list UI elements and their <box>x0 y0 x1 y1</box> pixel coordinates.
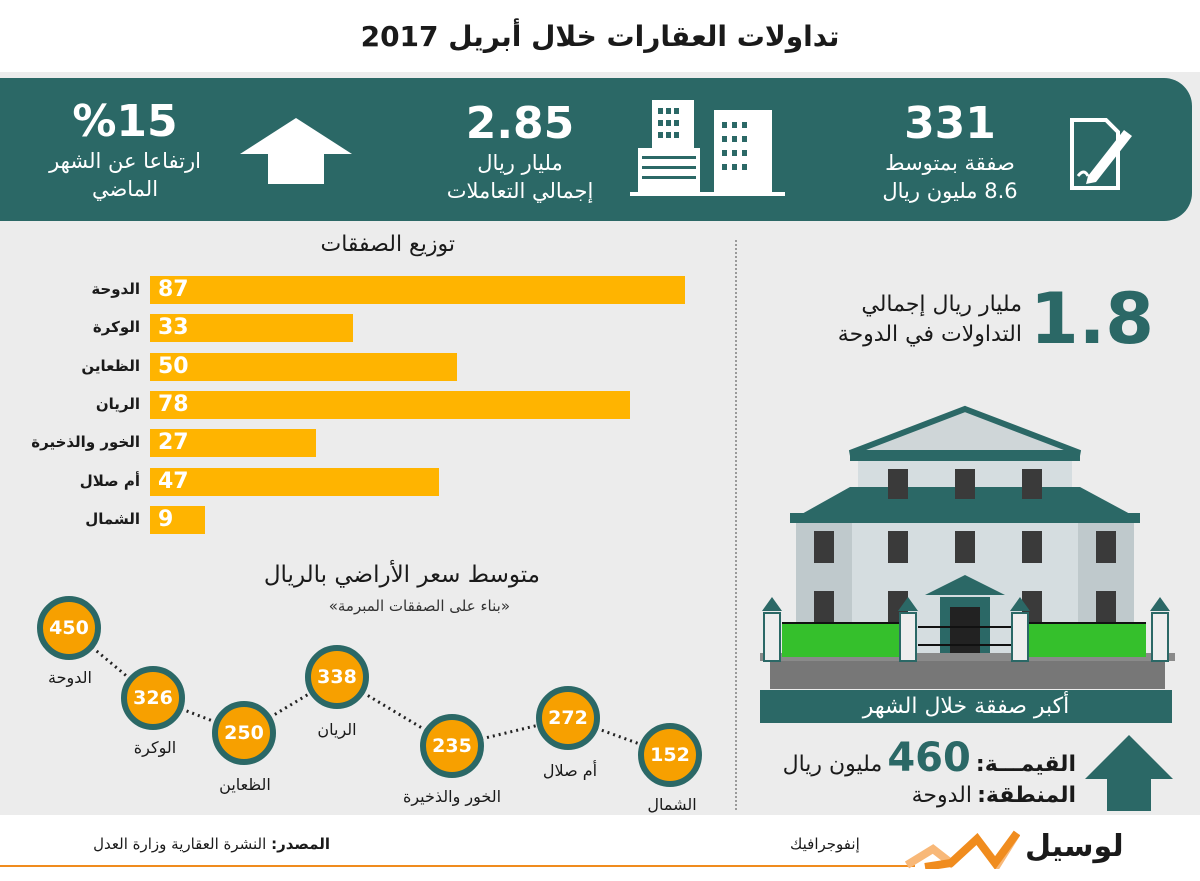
bar-label: الخور والذخيرة <box>31 433 140 452</box>
price-chart-title: متوسط سعر الأراضي بالريال <box>263 562 540 588</box>
value-number: 460 <box>887 735 971 781</box>
total-line1: مليار ريال <box>477 151 563 175</box>
connector-line <box>336 675 453 748</box>
price-circle-label: الريان <box>317 720 357 739</box>
bar-label: الظعاين <box>81 356 140 375</box>
bar: 47 <box>150 467 440 496</box>
price-circle-label: الخور والذخيرة <box>402 787 502 806</box>
value-unit: مليون ريال <box>782 752 883 777</box>
price-circle: 235 <box>420 714 484 778</box>
biggest-deal-heading: أكبر صفقة خلال الشهر <box>760 690 1172 723</box>
price-circle: 338 <box>305 645 369 709</box>
price-circle-label: أم صلال <box>542 761 598 780</box>
bar: 27 <box>150 429 317 458</box>
bar: 78 <box>150 390 630 419</box>
buildings-icon <box>630 100 785 196</box>
bar-value-label: 78 <box>158 391 189 417</box>
price-circle: 152 <box>638 723 702 787</box>
source: المصدر: النشرة العقارية وزارة العدل <box>30 835 330 853</box>
growth-number: %15 <box>72 96 178 147</box>
page-title: تداولات العقارات خلال أبريل 2017 <box>360 20 840 53</box>
bar-value-label: 9 <box>158 506 174 532</box>
up-arrow-icon <box>240 118 352 184</box>
source-text: النشرة العقارية وزارة العدل <box>93 835 267 853</box>
up-arrow-icon <box>1085 735 1173 811</box>
growth-line2: الماضي <box>91 177 159 201</box>
bar-label: الريان <box>95 394 140 413</box>
value-label: القيمـــة: <box>975 752 1076 777</box>
brand-logo: لوسيل <box>1025 829 1124 864</box>
deals-line1: صفقة بمتوسط <box>885 151 1015 175</box>
total-line2: إجمالي التعاملات <box>446 179 594 203</box>
bar-chart-title: توزيع الصفقات <box>320 232 455 257</box>
bar-value-label: 27 <box>158 430 189 456</box>
doha-number: 1.8 <box>1030 278 1155 360</box>
price-circle: 272 <box>536 686 600 750</box>
bar-value-label: 33 <box>158 315 189 341</box>
document-pen-icon <box>1070 118 1132 190</box>
footer: المصدر: النشرة العقارية وزارة العدل إنفو… <box>0 815 1200 881</box>
bar-value-label: 50 <box>158 353 189 379</box>
biggest-value-row: القيمـــة: 460 مليون ريال <box>760 735 1076 781</box>
price-circle: 250 <box>212 701 276 765</box>
deals-line2: 8.6 مليون ريال <box>882 179 1018 203</box>
brand-sub: إنفوجرافيك <box>790 835 860 853</box>
bar: 50 <box>150 352 458 381</box>
footer-line <box>0 865 915 867</box>
divider <box>735 240 737 810</box>
bar-value-label: 47 <box>158 468 189 494</box>
price-chart-subtitle: «بناء على الصفقات المبرمة» <box>328 597 510 615</box>
bar-value-label: 87 <box>158 277 189 302</box>
total-number: 2.85 <box>465 98 575 149</box>
bar-label: الشمال <box>85 509 140 528</box>
bar: 9 <box>150 505 206 534</box>
bar-label: أم صلال <box>79 471 140 490</box>
region-label: المنطقة: <box>977 783 1076 808</box>
villa-illustration <box>760 405 1175 689</box>
bar: 33 <box>150 314 353 343</box>
doha-line2: التداولات في الدوحة <box>837 322 1022 347</box>
doha-line1: مليار ريال إجمالي <box>861 292 1022 317</box>
brand-logo-zigzag <box>905 830 1020 869</box>
price-circle-label: الشمال <box>647 795 697 814</box>
biggest-region-row: المنطقة: الدوحة <box>760 783 1076 808</box>
stats-banner: 331 صفقة بمتوسط 8.6 مليون ريال 2.85 مليا… <box>0 78 1192 221</box>
deals-number: 331 <box>904 98 996 149</box>
title-bar <box>0 0 1200 72</box>
bar-label: الدوحة <box>91 280 140 298</box>
bar: 87 <box>150 276 685 304</box>
price-circle: 326 <box>121 666 185 730</box>
region-value: الدوحة <box>911 783 972 808</box>
growth-line1: ارتفاعا عن الشهر <box>49 149 201 173</box>
price-circle-label: الدوحة <box>48 668 92 687</box>
source-label: المصدر: <box>271 835 330 853</box>
bar-label: الوكرة <box>92 318 140 337</box>
price-circle-label: الوكرة <box>133 738 177 757</box>
price-circle-label: الظعاين <box>219 775 271 794</box>
price-connector-lines <box>68 626 671 757</box>
price-circle: 450 <box>37 596 101 660</box>
connector-line <box>152 696 245 735</box>
